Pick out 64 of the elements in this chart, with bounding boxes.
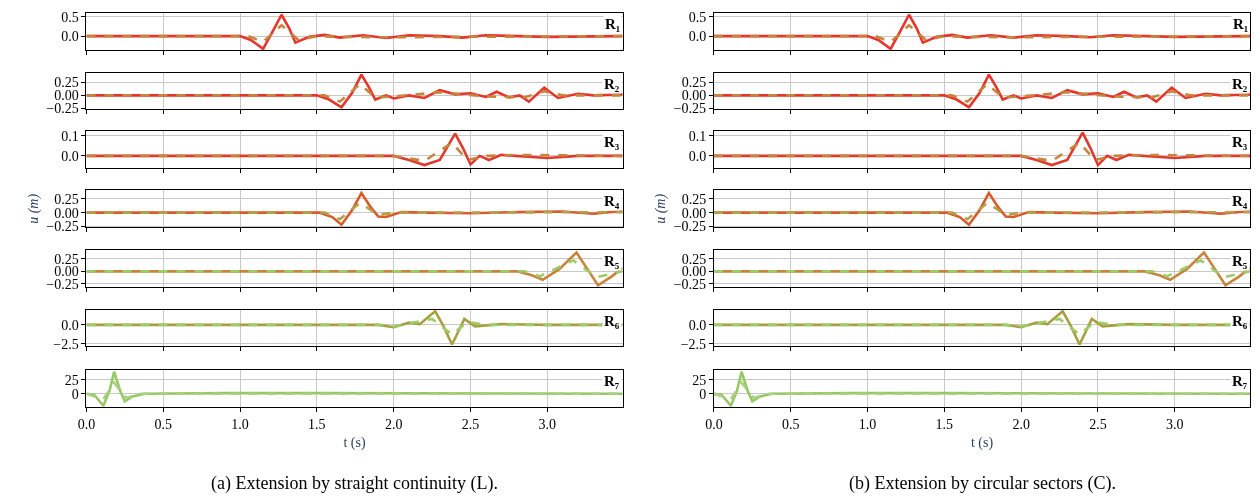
x-tick-label: 1.5 bbox=[308, 416, 326, 432]
annotation: R₄ bbox=[604, 193, 620, 209]
y-tick-label: 0.0 bbox=[688, 148, 707, 164]
y-tick-label: 0.00 bbox=[54, 205, 79, 221]
y-tick-label: 0.25 bbox=[681, 191, 707, 207]
annotation: R₅ bbox=[604, 253, 620, 269]
y-tick-label: 0.25 bbox=[54, 75, 79, 91]
y-tick-label: −0.25 bbox=[673, 219, 707, 235]
y-tick-label: 0.00 bbox=[681, 88, 707, 104]
x-tick-label: 1.0 bbox=[858, 416, 877, 432]
y-tick-label: 0.0 bbox=[61, 28, 79, 44]
y-tick-label: 25 bbox=[692, 372, 707, 388]
x-tick-label: 3.0 bbox=[1166, 416, 1184, 432]
annotation: R₅ bbox=[1232, 253, 1248, 269]
x-tick-label: 0.0 bbox=[77, 416, 96, 432]
annotation: R₆ bbox=[1232, 313, 1248, 329]
y-tick-label: 0.00 bbox=[54, 88, 79, 104]
y-axis-title: u (m) bbox=[653, 193, 670, 224]
x-tick-label: 2.5 bbox=[1089, 416, 1107, 432]
annotation: R₇ bbox=[604, 373, 620, 389]
y-tick-label: 0.0 bbox=[61, 317, 79, 333]
x-tick-label: 2.5 bbox=[461, 416, 480, 432]
y-tick-label: 0.25 bbox=[681, 75, 707, 91]
y-axis-title: u (m) bbox=[25, 193, 42, 224]
y-tick-label: 0.25 bbox=[54, 251, 79, 267]
y-tick-label: −0.25 bbox=[46, 219, 79, 235]
x-tick-label: 0.0 bbox=[705, 416, 723, 432]
y-tick-label: 0.00 bbox=[681, 205, 707, 221]
y-tick-label: −2.5 bbox=[680, 336, 707, 352]
y-tick-label: 0.25 bbox=[681, 251, 707, 267]
y-tick-label: 0 bbox=[71, 386, 79, 402]
x-tick-label: 3.0 bbox=[538, 416, 557, 432]
text: (a) Extension by straight continuity (L). bbox=[211, 473, 498, 494]
y-tick-label: −0.25 bbox=[46, 101, 79, 117]
annotation: R₃ bbox=[1232, 134, 1248, 150]
y-tick-label: 0.5 bbox=[688, 9, 707, 25]
y-tick-label: −2.5 bbox=[53, 336, 79, 352]
y-tick-label: −0.25 bbox=[673, 101, 707, 117]
y-tick-label: 0.1 bbox=[61, 128, 79, 144]
y-tick-label: 0.5 bbox=[61, 9, 79, 25]
annotation: R₆ bbox=[604, 313, 620, 329]
y-tick-label: 0.1 bbox=[688, 128, 707, 144]
y-tick-label: 0.0 bbox=[688, 317, 707, 333]
annotation: R₂ bbox=[604, 76, 620, 92]
annotation: R₁ bbox=[1233, 16, 1249, 32]
annotation: R₄ bbox=[1232, 193, 1248, 209]
y-tick-label: 0.0 bbox=[61, 148, 79, 164]
text: (b) Extension by circular sectors (C). bbox=[849, 473, 1116, 494]
x-tick-label: 2.0 bbox=[384, 416, 403, 432]
annotation: R₂ bbox=[1232, 76, 1248, 92]
annotation: R₁ bbox=[605, 16, 621, 32]
annotation: R₃ bbox=[604, 134, 620, 150]
x-tick-label: 2.0 bbox=[1012, 416, 1030, 432]
x-tick-label: 0.5 bbox=[781, 416, 800, 432]
y-tick-label: 0 bbox=[699, 386, 707, 402]
x-tick-label: 1.5 bbox=[935, 416, 954, 432]
x-axis-title: t (s) bbox=[343, 434, 366, 451]
x-tick-label: 1.0 bbox=[231, 416, 249, 432]
y-tick-label: 0.0 bbox=[688, 28, 707, 44]
x-tick-label: 0.5 bbox=[154, 416, 172, 432]
y-tick-label: 25 bbox=[64, 372, 79, 388]
y-tick-label: 0.25 bbox=[54, 191, 79, 207]
annotation: R₇ bbox=[1232, 373, 1248, 389]
x-axis-title: t (s) bbox=[970, 434, 994, 451]
